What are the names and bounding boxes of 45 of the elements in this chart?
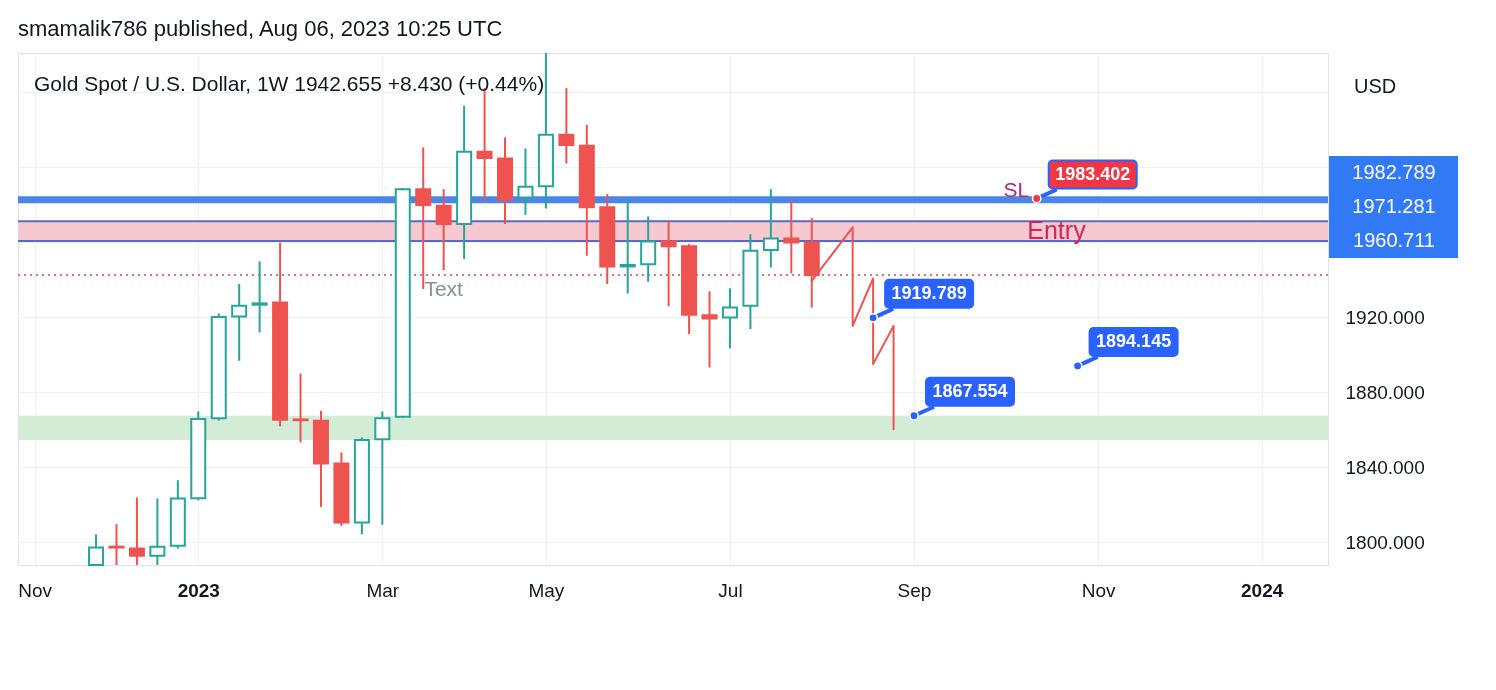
annotation: Text — [424, 277, 464, 301]
candlestick — [128, 496, 145, 566]
candlestick — [435, 188, 452, 272]
candlestick — [660, 219, 677, 308]
candlestick — [783, 198, 800, 275]
candlestick — [374, 410, 391, 526]
candlestick — [231, 283, 248, 362]
point — [909, 410, 919, 421]
y-tick-label: 1840.000 — [1345, 456, 1425, 478]
data-label: 1919.789 — [891, 282, 967, 303]
y-tick-label: 1880.000 — [1345, 381, 1425, 403]
candlestick — [88, 533, 105, 566]
candlestick — [108, 523, 125, 566]
x-tick-label: 2023 — [177, 579, 220, 601]
annotation: SL — [1003, 177, 1030, 201]
data-label: 1894.145 — [1096, 330, 1172, 351]
candlestick — [292, 372, 309, 444]
x-tick-label: 2024 — [1241, 579, 1284, 601]
band-label: Entry — [1027, 216, 1087, 245]
x-tick-label: Nov — [18, 579, 53, 601]
x-tick-label: Jul — [718, 579, 743, 601]
ref-line-label: 1982.789 — [1352, 161, 1436, 184]
ref-line-label: 1960.711 — [1353, 229, 1435, 252]
candlestick — [619, 199, 636, 295]
y-axis-title: USD — [1354, 75, 1397, 97]
y-tick-label: 1920.000 — [1345, 306, 1425, 328]
text: smamalik786 published, Aug 06, 2023 10:25 UTC — [18, 16, 503, 41]
candlestick — [558, 87, 575, 165]
candlestick — [721, 287, 738, 350]
ref-line-label: 1971.281 — [1352, 195, 1436, 218]
candlestick — [149, 497, 166, 566]
candlestick — [762, 188, 779, 269]
x-tick-label: Sep — [897, 579, 932, 601]
text: Gold Spot / U.S. Dollar, 1W 1942.655 +8.430 (+0.44%) — [34, 72, 545, 95]
x-tick-label: May — [528, 579, 565, 601]
candlestick — [251, 260, 268, 334]
data-label: 1983.402 — [1055, 163, 1131, 184]
candlestick — [640, 215, 657, 283]
x-tick-label: Nov — [1081, 579, 1116, 601]
data-label: 1867.554 — [932, 380, 1008, 401]
candlestick — [701, 290, 718, 369]
point — [868, 312, 879, 323]
x-tick-label: Mar — [366, 579, 400, 601]
candlestick — [517, 147, 534, 216]
y-tick-label: 1800.000 — [1345, 531, 1425, 553]
